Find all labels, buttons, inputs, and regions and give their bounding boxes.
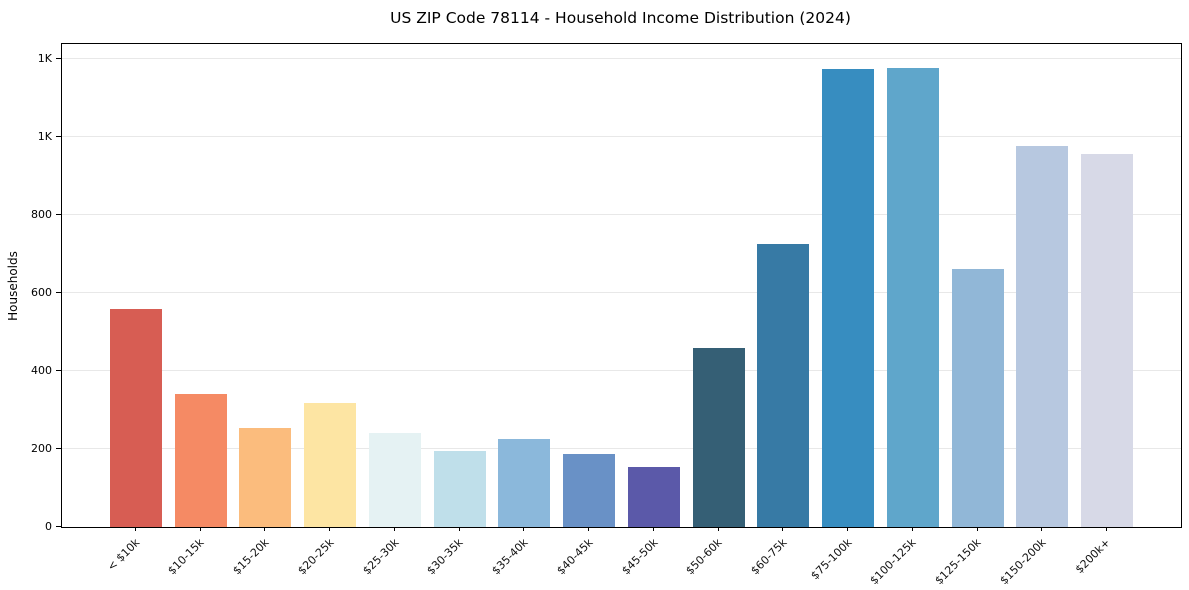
bar-$35-40k xyxy=(498,438,551,527)
x-tick-mark xyxy=(782,527,784,531)
y-tick-label: 200 xyxy=(31,441,52,455)
bar-$10-15k xyxy=(174,393,227,527)
x-tick-label: $45-50k xyxy=(618,536,661,578)
x-tick-mark xyxy=(393,527,395,531)
x-tick-label: $100-125k xyxy=(867,536,920,588)
bar-$40-45k xyxy=(563,454,616,527)
x-tick-label: $75-100k xyxy=(808,536,855,583)
x-tick-label: < $10k xyxy=(104,536,143,574)
y-tick-label: 0 xyxy=(45,520,52,533)
x-tick-mark xyxy=(588,527,590,531)
y-tick-label: 1K xyxy=(37,129,52,143)
x-tick-mark xyxy=(911,527,913,531)
y-tick-mark xyxy=(56,213,61,215)
bar-$200k+ xyxy=(1081,153,1133,527)
x-tick-mark xyxy=(652,527,654,531)
x-tick-label: $20-25k xyxy=(295,536,337,578)
x-tick-label: $150-200k xyxy=(997,536,1049,588)
x-tick-label: $125-150k xyxy=(932,536,984,588)
bar-$20-25k xyxy=(304,403,357,527)
x-tick-mark xyxy=(523,527,525,531)
y-tick-mark xyxy=(56,135,61,137)
bar-$100-125k xyxy=(886,68,939,527)
x-tick-mark xyxy=(135,527,136,531)
x-tick-mark xyxy=(329,527,331,531)
y-tick-mark xyxy=(56,369,61,371)
y-tick-mark xyxy=(56,291,61,293)
x-tick-label: $50-60k xyxy=(683,536,725,578)
x-tick-mark xyxy=(1041,527,1043,531)
x-tick-mark xyxy=(717,527,719,531)
x-tick-label: $25-30k xyxy=(359,536,402,578)
grid-line xyxy=(62,58,1181,60)
bar-< $10k xyxy=(110,309,162,527)
x-tick-mark xyxy=(458,527,460,531)
grid-line xyxy=(62,448,1181,450)
x-tick-mark xyxy=(264,527,266,531)
x-tick-mark xyxy=(199,527,201,531)
y-tick-mark xyxy=(56,447,61,449)
y-tick-label: 400 xyxy=(31,363,52,377)
chart-title: US ZIP Code 78114 - Household Income Dis… xyxy=(390,9,851,27)
bar-$50-60k xyxy=(692,347,745,527)
bar-$60-75k xyxy=(757,243,810,527)
x-tick-label: $30-35k xyxy=(424,536,466,578)
grid-line xyxy=(62,214,1181,216)
y-tick-mark xyxy=(56,526,61,527)
bar-$45-50k xyxy=(627,466,680,527)
y-tick-mark xyxy=(56,57,61,59)
x-tick-label: $35-40k xyxy=(489,536,531,578)
bar-$125-150k xyxy=(951,269,1004,527)
bar-$75-100k xyxy=(822,69,875,527)
y-tick-label: 800 xyxy=(31,207,52,221)
x-tick-label: $40-45k xyxy=(554,536,596,578)
bar-$30-35k xyxy=(433,450,486,527)
bar-$150-200k xyxy=(1016,146,1069,527)
x-tick-label: $200k+ xyxy=(1073,536,1114,577)
y-tick-label: 1K xyxy=(37,51,52,65)
grid-line xyxy=(62,370,1181,372)
grid-line xyxy=(62,136,1181,138)
y-tick-label: 600 xyxy=(31,285,52,299)
plot-area xyxy=(61,43,1182,528)
x-tick-label: $15-20k xyxy=(230,536,272,578)
x-tick-mark xyxy=(976,527,978,531)
grid-line xyxy=(62,292,1181,294)
bar-$25-30k xyxy=(368,432,421,527)
x-tick-label: $10-15k xyxy=(165,536,207,578)
x-tick-mark xyxy=(847,527,849,531)
x-tick-mark xyxy=(1106,527,1107,531)
x-tick-label: $60-75k xyxy=(748,536,790,578)
bar-$15-20k xyxy=(239,427,292,527)
